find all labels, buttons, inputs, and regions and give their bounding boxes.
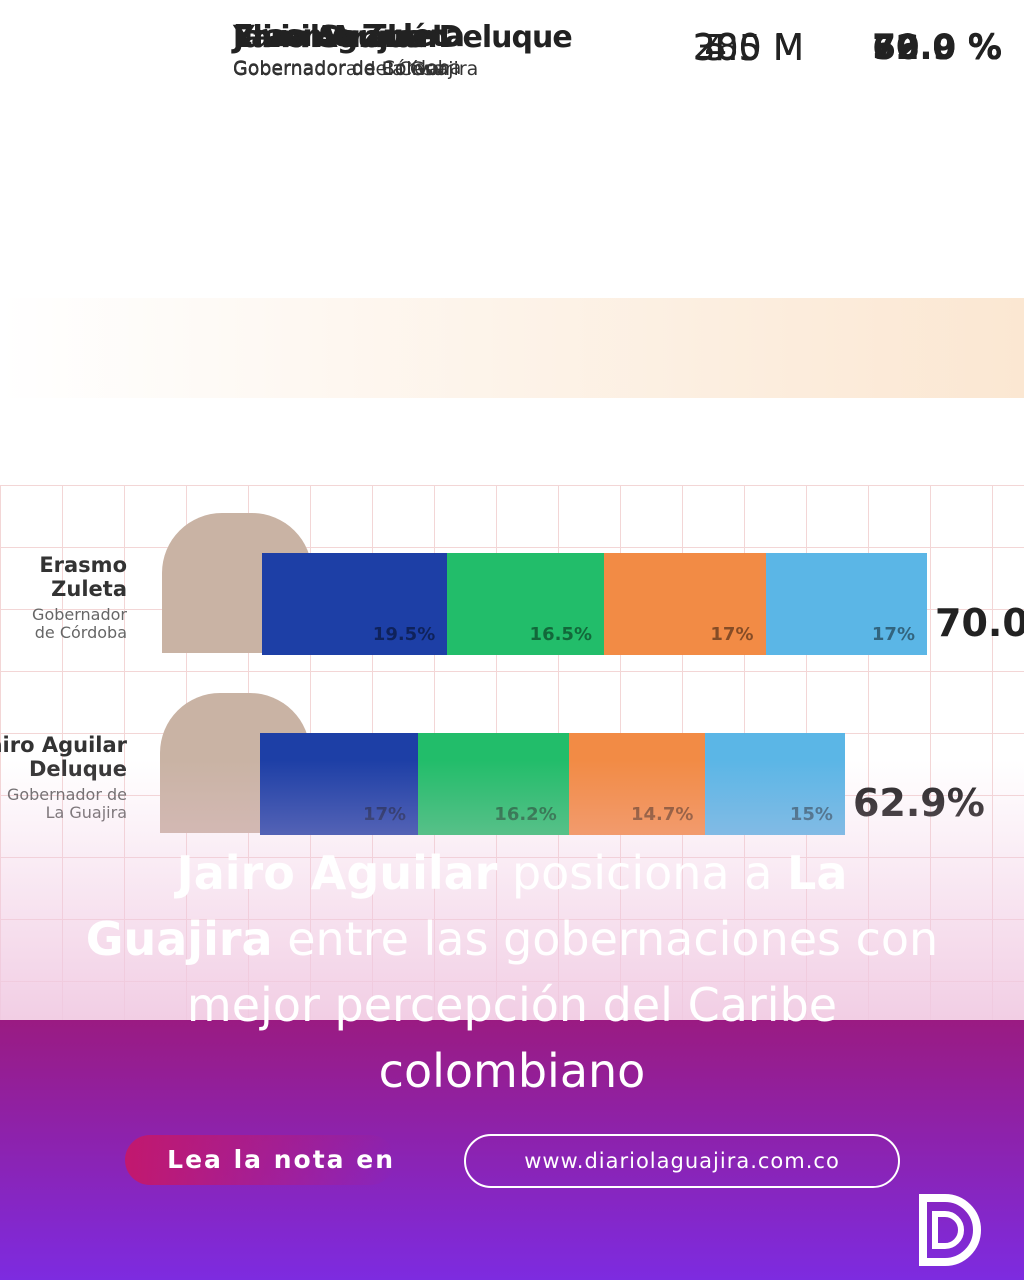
headline-part: entre las gobernaciones con mejor percep…: [186, 912, 939, 1098]
population: 280 M: [692, 27, 804, 68]
rating: 56.0 %: [872, 28, 1002, 68]
rating: 72.0 %: [872, 28, 1002, 68]
ranking-row: Jairo Aguilar Deluque Gobernador de La Gu…: [0, 20, 1024, 298]
headline-part: Jairo Aguilar: [176, 846, 498, 900]
ranking: Yamil Arana Gobernador de Bolívar 300 M 72.…: [0, 0, 1024, 398]
headline: Jairo Aguilar posiciona a La Guajira ent…: [80, 840, 944, 1104]
headline-part: posiciona a: [497, 846, 788, 900]
rating: 70.0 %: [872, 27, 1002, 67]
headline-part: La Guajira: [85, 846, 848, 966]
role: Gobernadora del Cesar: [233, 58, 453, 80]
photo: [0, 298, 150, 438]
logo: [105, 55, 185, 145]
role: Gobernador de Córdoba: [233, 57, 462, 79]
segment-label: 19.5%: [372, 624, 436, 645]
role: Gobernador: [32, 605, 127, 624]
watermark-line2: DIARIO DIGITAL: [60, 210, 149, 258]
url-button[interactable]: www.diariolaguajira.com.co: [464, 1134, 900, 1188]
bar-segment: 17%: [604, 553, 766, 655]
watermark-line1: LA GUAJIRA: [85, 154, 197, 210]
population: 4.5 M: [704, 28, 804, 69]
role: Gobernador de Bolívar: [233, 58, 448, 80]
role: de Córdoba: [34, 623, 127, 642]
ranking-row: Erasmo Zuleta Gobernador de Córdoba 280 M 7…: [0, 19, 1024, 198]
bar-segment: 17%: [765, 553, 927, 655]
watermark: LA GUAJIRA DIARIO DIGITAL: [60, 40, 210, 258]
name: Erasmo: [39, 553, 127, 577]
logo: [919, 1194, 981, 1266]
cta: Lea la nota en: [125, 1135, 395, 1185]
role: Gobernador de La Guajira: [233, 58, 479, 80]
name: Elvia Sanjuán: [233, 20, 449, 55]
segment-label: 16.5%: [529, 624, 592, 645]
name: Zuleta: [51, 577, 127, 601]
bar-segment: 19.5%: [262, 553, 448, 655]
url: www.diariolaguajira.com.co: [524, 1149, 840, 1173]
population: 5.5 M: [704, 28, 804, 69]
name: Jairo Aguilar: [0, 733, 127, 757]
segment-label: 17%: [871, 624, 915, 645]
name: Jairo Aguilar Deluque: [233, 20, 573, 55]
ranking-row: Yamil Arana Gobernador de Bolívar 300 M 72.…: [0, 0, 1024, 100]
cta-text: Lea la nota en: [167, 1145, 395, 1174]
name: Yamil Arana: [233, 20, 424, 55]
bar-segment: 16.5%: [447, 553, 604, 655]
segment-label: 17%: [710, 624, 754, 645]
rating: 62.9 %: [872, 28, 1002, 68]
total: 70.0%: [935, 601, 1024, 645]
population: 300 M: [692, 28, 804, 69]
name: Erasmo Zuleta: [233, 19, 465, 54]
fade: [0, 760, 1024, 1022]
